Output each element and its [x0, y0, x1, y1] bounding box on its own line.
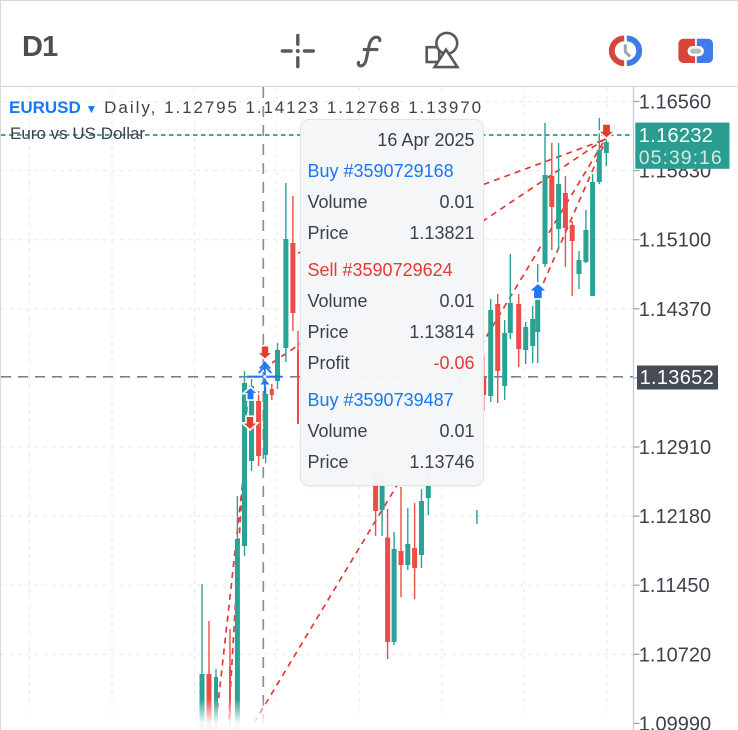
svg-text:1.16560: 1.16560: [639, 92, 711, 114]
svg-text:1.10720: 1.10720: [639, 644, 711, 666]
svg-text:1.16232: 1.16232: [639, 125, 713, 147]
svg-text:1.11450: 1.11450: [639, 575, 710, 597]
svg-text:05:39:16: 05:39:16: [639, 147, 723, 169]
svg-text:1.12180: 1.12180: [639, 506, 711, 528]
svg-text:1.13652: 1.13652: [640, 367, 714, 389]
svg-text:1.12910: 1.12910: [639, 437, 711, 459]
svg-text:1.09990: 1.09990: [639, 713, 711, 730]
svg-text:1.15100: 1.15100: [639, 230, 711, 252]
svg-text:1.14370: 1.14370: [639, 299, 711, 321]
